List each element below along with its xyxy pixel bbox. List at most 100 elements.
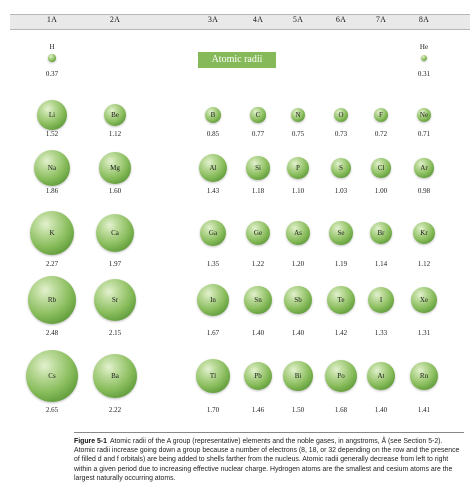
element-symbol-be: Be: [111, 111, 119, 119]
atomic-radius-value-pb: 1.46: [251, 406, 265, 414]
atom-sphere-li: [37, 100, 67, 130]
atom-sphere-kr: [413, 222, 435, 244]
atomic-radius-value-s: 1.03: [334, 187, 348, 195]
atomic-radius-value-sr: 2.15: [108, 329, 122, 337]
element-symbol-n: N: [295, 111, 301, 119]
atomic-radius-value-na: 1.86: [45, 187, 59, 195]
element-symbol-tl: Tl: [209, 372, 217, 380]
atom-sphere-cl: [371, 158, 391, 178]
element-symbol-k: K: [49, 229, 55, 237]
atom-sphere-mg: [99, 152, 131, 184]
element-symbol-pb: Pb: [254, 372, 262, 380]
atom-sphere-sb: [284, 286, 312, 314]
element-symbol-at: At: [377, 372, 385, 380]
atom-sphere-xe: [411, 287, 437, 313]
atom-sphere-se: [329, 221, 353, 245]
atomic-radius-value-i: 1.33: [374, 329, 388, 337]
atom-sphere-i: [367, 286, 395, 314]
atomic-radius-value-se: 1.19: [334, 260, 348, 268]
atomic-radius-value-li: 1.52: [45, 130, 59, 138]
element-symbol-h: H: [49, 43, 55, 51]
atom-sphere-pb: [243, 361, 273, 391]
atomic-radius-value-si: 1.18: [251, 187, 265, 195]
atom-sphere-p: [287, 157, 309, 179]
element-symbol-sr: Sr: [111, 296, 119, 304]
atom-sphere-c: [250, 107, 266, 123]
atom-sphere-rb: [27, 275, 77, 325]
atomic-radius-value-rb: 2.48: [45, 329, 59, 337]
atom-sphere-as: [286, 221, 310, 245]
atomic-radius-value-at: 1.40: [374, 406, 388, 414]
element-symbol-i: I: [379, 296, 383, 304]
atomic-radius-value-ba: 2.22: [108, 406, 122, 414]
element-symbol-se: Se: [337, 229, 345, 237]
group-label-6a: 6A: [335, 15, 347, 24]
element-symbol-mg: Mg: [110, 164, 120, 172]
atomic-radius-value-rn: 1.41: [417, 406, 431, 414]
atom-sphere-na: [33, 149, 71, 187]
caption-text: Atomic radii of the A group (representat…: [74, 438, 460, 482]
element-symbol-po: Po: [337, 372, 345, 380]
figure-banner-title: Atomic radii: [198, 52, 276, 68]
atomic-radius-value-al: 1.43: [206, 187, 220, 195]
atom-sphere-at: [367, 362, 395, 390]
atom-sphere-ca: [95, 213, 135, 253]
atomic-radius-value-xe: 1.31: [417, 329, 431, 337]
group-label-2a: 2A: [109, 15, 121, 24]
atom-sphere-sr: [93, 278, 137, 322]
atom-sphere-tl: [196, 359, 230, 393]
atom-sphere-ar: [414, 158, 434, 178]
element-symbol-ba: Ba: [111, 372, 119, 380]
element-symbol-ne: Ne: [419, 111, 429, 119]
atomic-radius-value-br: 1.14: [374, 260, 388, 268]
atomic-radius-value-p: 1.10: [291, 187, 305, 195]
group-label-1a: 1A: [46, 15, 58, 24]
atomic-radius-value-b: 0.85: [206, 130, 220, 138]
atom-sphere-be: [104, 104, 126, 126]
group-label-8a: 8A: [418, 15, 430, 24]
atomic-radius-value-ge: 1.22: [251, 260, 265, 268]
element-symbol-f: F: [379, 111, 383, 119]
element-symbol-as: As: [294, 229, 302, 237]
atom-sphere-b: [204, 106, 222, 124]
atomic-radius-value-ne: 0.71: [417, 130, 431, 138]
group-label-3a: 3A: [207, 15, 219, 24]
atomic-radius-value-he: 0.31: [417, 70, 431, 78]
element-symbol-xe: Xe: [419, 296, 429, 304]
atomic-radius-value-cl: 1.00: [374, 187, 388, 195]
element-symbol-sb: Sb: [294, 296, 302, 304]
element-symbol-in: In: [210, 296, 216, 304]
atomic-radius-value-mg: 1.60: [108, 187, 122, 195]
element-symbol-s: S: [339, 164, 343, 172]
element-symbol-na: Na: [47, 164, 57, 172]
figure-caption: Figure 5-1 Atomic radii of the A group (r…: [74, 432, 464, 483]
atom-sphere-bi: [283, 361, 313, 391]
atom-sphere-rn: [410, 362, 438, 390]
atomic-radius-value-po: 1.68: [334, 406, 348, 414]
atom-sphere-s: [330, 157, 352, 179]
atom-sphere-ga: [199, 219, 227, 247]
atom-sphere-si: [246, 156, 270, 180]
group-label-5a: 5A: [292, 15, 304, 24]
element-symbol-sn: Sn: [254, 296, 262, 304]
atomic-radius-value-tl: 1.70: [206, 406, 220, 414]
atomic-radius-value-n: 0.75: [291, 130, 305, 138]
atomic-radius-value-f: 0.72: [374, 130, 388, 138]
atomic-radius-value-kr: 1.12: [417, 260, 431, 268]
element-symbol-rn: Rn: [419, 372, 429, 380]
group-header-bar: [10, 14, 470, 30]
atom-sphere-cs: [26, 350, 78, 402]
atomic-radius-value-c: 0.77: [251, 130, 265, 138]
element-symbol-kr: Kr: [420, 229, 428, 237]
atomic-radius-value-bi: 1.50: [291, 406, 305, 414]
element-symbol-li: Li: [48, 111, 56, 119]
atom-sphere-ne: [417, 108, 431, 122]
atom-sphere-he: [420, 54, 428, 62]
element-symbol-te: Te: [337, 296, 345, 304]
element-symbol-c: C: [255, 111, 261, 119]
atomic-radius-value-te: 1.42: [334, 329, 348, 337]
atomic-radius-value-ar: 0.98: [417, 187, 431, 195]
atomic-radius-value-sn: 1.40: [251, 329, 265, 337]
element-symbol-cl: Cl: [377, 164, 385, 172]
